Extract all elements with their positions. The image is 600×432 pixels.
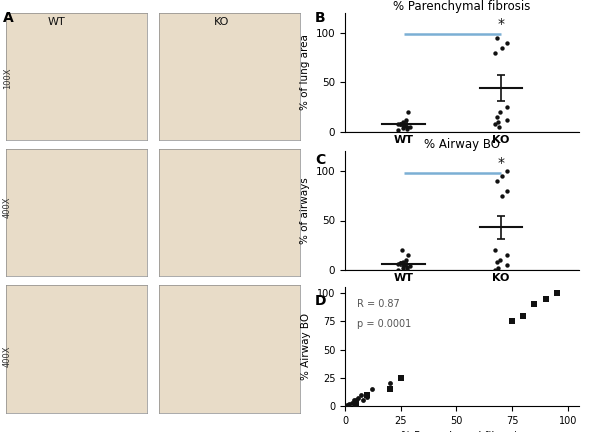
Point [395, 121, 405, 127]
Point [402, 124, 412, 130]
KO [385, 386, 394, 393]
Point [393, 126, 403, 133]
KO [396, 375, 406, 381]
Text: A: A [3, 11, 14, 25]
Point [398, 264, 407, 271]
KO [530, 301, 539, 308]
Text: B: B [315, 11, 326, 25]
WT [344, 400, 354, 407]
Point [502, 39, 512, 46]
Point [401, 257, 411, 264]
Point [502, 168, 511, 175]
Text: 400X: 400X [3, 346, 12, 367]
Point [502, 262, 511, 269]
Text: R = 0.87: R = 0.87 [356, 299, 400, 309]
Point [395, 260, 405, 267]
KO [362, 391, 372, 398]
Point [490, 267, 500, 273]
Point [490, 121, 500, 127]
KO [352, 400, 361, 407]
Point [399, 262, 409, 269]
Text: C: C [315, 153, 325, 167]
Point [405, 124, 415, 130]
Text: *: * [497, 156, 505, 170]
WT [352, 397, 361, 404]
Point [403, 125, 412, 132]
WT [362, 394, 372, 400]
Point [492, 114, 502, 121]
Point [502, 187, 512, 194]
Point [397, 247, 407, 254]
KO [518, 312, 528, 319]
Point [490, 247, 499, 254]
KO [508, 318, 517, 325]
WT [358, 397, 368, 404]
Point [399, 262, 409, 269]
Point [403, 252, 412, 259]
Point [496, 257, 505, 264]
Text: WT: WT [48, 17, 66, 27]
Point [403, 108, 412, 115]
Text: 100X: 100X [3, 67, 12, 89]
Text: D: D [315, 294, 326, 308]
KO [541, 295, 550, 302]
Title: % Airway BO: % Airway BO [424, 138, 500, 151]
Point [398, 259, 408, 266]
Point [493, 118, 503, 125]
Point [399, 121, 409, 128]
Point [497, 192, 507, 199]
KO [552, 289, 562, 296]
Point [393, 260, 403, 267]
Point [493, 34, 502, 41]
Y-axis label: % of lung area: % of lung area [300, 35, 310, 110]
Text: *: * [497, 17, 505, 32]
Text: 400X: 400X [3, 197, 12, 218]
Point [497, 44, 507, 51]
Point [393, 121, 403, 127]
WT [353, 395, 363, 402]
Point [492, 259, 502, 266]
Y-axis label: % Airway BO: % Airway BO [301, 313, 311, 380]
WT [343, 401, 352, 408]
Point [399, 122, 409, 129]
WT [347, 399, 356, 406]
Point [502, 252, 512, 259]
Point [493, 264, 503, 271]
Point [393, 267, 403, 273]
Point [405, 263, 415, 270]
Y-axis label: % of airways: % of airways [300, 177, 310, 244]
WT [367, 386, 377, 393]
WT [356, 391, 365, 398]
Point [497, 172, 506, 179]
Title: % Parenchymal fibrosis: % Parenchymal fibrosis [394, 0, 530, 13]
Point [402, 264, 412, 270]
Point [398, 124, 407, 131]
Point [496, 108, 505, 115]
Point [398, 118, 408, 125]
Text: KO: KO [214, 17, 230, 27]
Point [502, 104, 512, 111]
WT [349, 397, 359, 404]
Point [403, 266, 412, 273]
Point [493, 178, 502, 184]
Text: p = 0.0001: p = 0.0001 [356, 319, 411, 329]
Point [490, 49, 499, 56]
Point [401, 117, 411, 124]
Point [502, 117, 511, 124]
WT [385, 380, 394, 387]
Point [494, 124, 504, 130]
